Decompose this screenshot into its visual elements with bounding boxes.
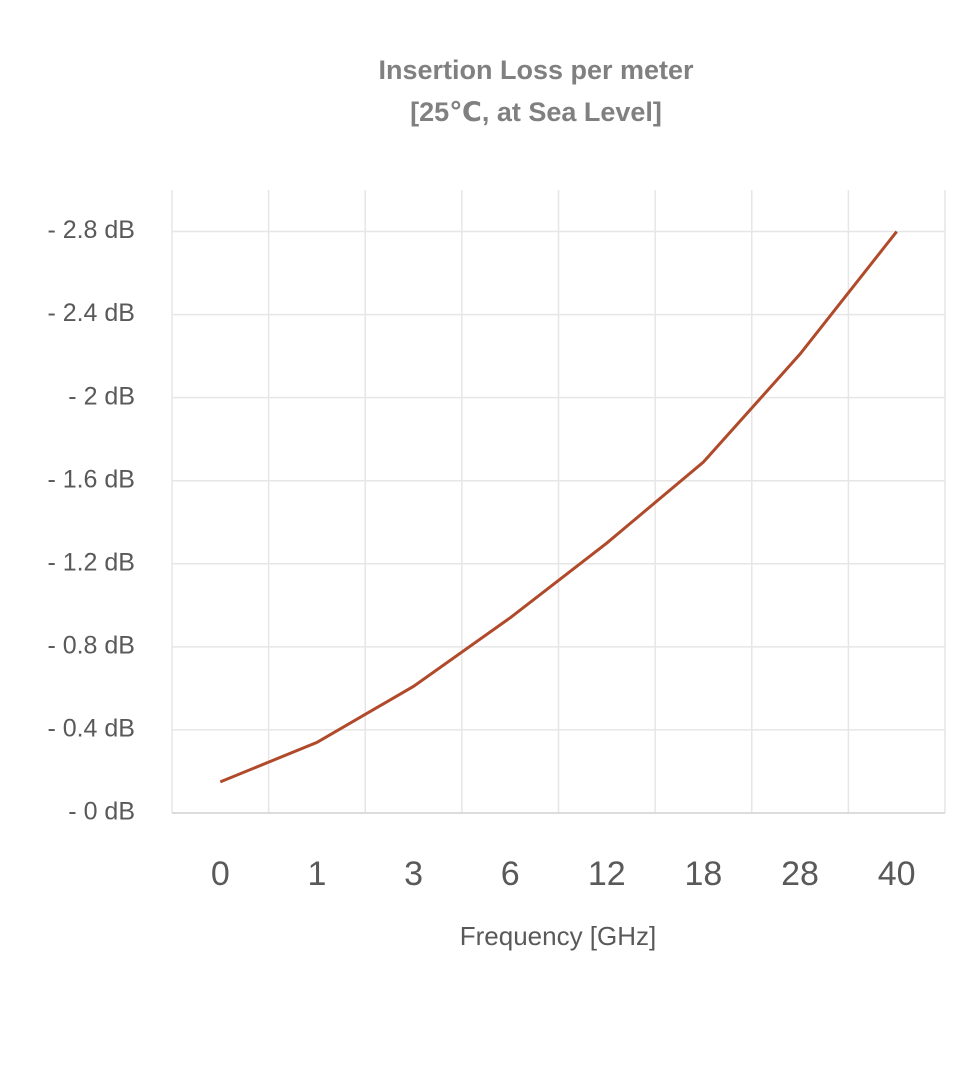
y-tick-label: - 2.4 dB — [47, 299, 135, 327]
x-tick-label: 0 — [211, 855, 230, 893]
x-tick-label: 1 — [307, 855, 326, 893]
x-tick-label: 3 — [404, 855, 423, 893]
y-tick-label: - 0.8 dB — [47, 631, 135, 659]
y-tick-label: - 0.4 dB — [47, 715, 135, 743]
y-tick-label: - 2 dB — [68, 382, 135, 410]
chart-title: Insertion Loss per meter — [378, 55, 694, 85]
y-tick-label: - 0 dB — [68, 798, 135, 826]
y-tick-label: - 1.6 dB — [47, 465, 135, 493]
x-tick-label: 28 — [781, 855, 819, 893]
chart-subtitle: [25℃, at Sea Level] — [410, 97, 662, 127]
y-tick-label: - 2.8 dB — [47, 216, 135, 244]
x-tick-label: 18 — [685, 855, 723, 893]
y-tick-label: - 1.2 dB — [47, 548, 135, 576]
x-tick-label: 6 — [501, 855, 520, 893]
x-axis-label: Frequency [GHz] — [460, 921, 657, 951]
x-tick-label: 12 — [588, 855, 626, 893]
x-tick-label: 40 — [878, 855, 916, 893]
line-series — [219, 230, 898, 784]
